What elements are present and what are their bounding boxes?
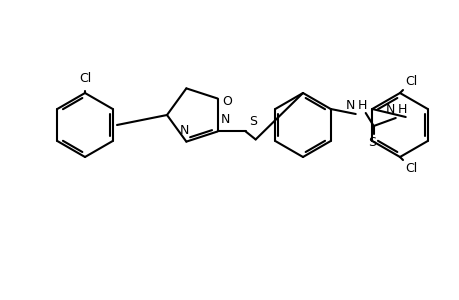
Text: S: S <box>367 136 375 149</box>
Text: N: N <box>220 113 230 127</box>
Text: N: N <box>385 103 394 116</box>
Text: H: H <box>397 103 406 116</box>
Text: Cl: Cl <box>404 75 416 88</box>
Text: Cl: Cl <box>78 72 91 85</box>
Text: N: N <box>179 124 189 136</box>
Text: O: O <box>222 95 232 108</box>
Text: Cl: Cl <box>404 162 416 175</box>
Text: N: N <box>345 99 354 112</box>
Text: S: S <box>248 116 256 128</box>
Text: H: H <box>357 99 366 112</box>
